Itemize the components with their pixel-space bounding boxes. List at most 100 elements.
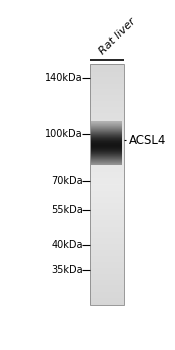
Bar: [90, 258, 124, 259]
Bar: [90, 144, 124, 145]
Bar: [90, 156, 124, 157]
Bar: [90, 279, 124, 280]
Bar: [90, 95, 124, 96]
Bar: [90, 240, 124, 241]
Bar: [90, 251, 124, 252]
Bar: [90, 82, 124, 83]
Bar: [90, 169, 124, 170]
Bar: [90, 92, 124, 93]
Bar: [90, 89, 124, 90]
Bar: [90, 247, 124, 248]
Bar: [90, 104, 124, 105]
Bar: [90, 233, 124, 234]
Bar: [90, 212, 124, 213]
Bar: [90, 102, 124, 103]
Bar: [90, 90, 124, 91]
Bar: [90, 274, 124, 275]
Bar: [90, 255, 124, 256]
Bar: [90, 242, 124, 243]
Bar: [90, 74, 124, 75]
Bar: [90, 262, 124, 263]
Bar: [90, 250, 124, 251]
Bar: [90, 64, 124, 305]
Bar: [90, 208, 124, 209]
Bar: [90, 80, 124, 81]
Bar: [90, 298, 124, 299]
Bar: [90, 257, 124, 258]
Bar: [90, 136, 124, 137]
Bar: [90, 88, 124, 89]
Bar: [90, 296, 124, 297]
Bar: [90, 64, 124, 65]
Bar: [90, 253, 124, 254]
Bar: [90, 280, 124, 281]
Bar: [90, 79, 124, 80]
Bar: [90, 199, 124, 200]
Bar: [90, 244, 124, 245]
Bar: [90, 180, 124, 181]
Bar: [90, 168, 124, 169]
Bar: [90, 138, 124, 139]
Bar: [90, 65, 124, 66]
Text: 140kDa: 140kDa: [45, 74, 83, 83]
Bar: [90, 252, 124, 253]
Bar: [90, 68, 124, 69]
Bar: [90, 157, 124, 158]
Bar: [90, 261, 124, 262]
Bar: [90, 194, 124, 195]
Bar: [90, 295, 124, 296]
Bar: [90, 217, 124, 218]
Bar: [90, 76, 124, 77]
Bar: [90, 184, 124, 185]
Bar: [90, 265, 124, 266]
Bar: [90, 78, 124, 79]
Bar: [90, 225, 124, 226]
Bar: [90, 94, 124, 95]
Bar: [90, 72, 124, 73]
Bar: [90, 143, 124, 144]
Bar: [90, 110, 124, 111]
Bar: [90, 182, 124, 183]
Bar: [90, 198, 124, 199]
Bar: [90, 106, 124, 107]
Bar: [90, 83, 124, 84]
Bar: [90, 152, 124, 153]
Bar: [90, 107, 124, 108]
Bar: [90, 231, 124, 232]
Bar: [90, 303, 124, 304]
Bar: [90, 263, 124, 264]
Bar: [90, 241, 124, 242]
Bar: [90, 99, 124, 100]
Bar: [90, 122, 124, 123]
Bar: [90, 85, 124, 86]
Bar: [90, 234, 124, 235]
Bar: [90, 270, 124, 271]
Bar: [90, 236, 124, 237]
Bar: [90, 281, 124, 282]
Bar: [90, 167, 124, 168]
Bar: [90, 130, 124, 131]
Bar: [90, 105, 124, 106]
Bar: [90, 282, 124, 283]
Bar: [90, 275, 124, 276]
Bar: [90, 203, 124, 204]
Bar: [90, 291, 124, 292]
Bar: [90, 162, 124, 163]
Text: Rat liver: Rat liver: [97, 16, 137, 56]
Bar: [90, 160, 124, 161]
Bar: [90, 278, 124, 279]
Bar: [90, 197, 124, 198]
Bar: [90, 133, 124, 134]
Bar: [90, 164, 124, 165]
Bar: [90, 245, 124, 246]
Bar: [90, 186, 124, 187]
Bar: [90, 179, 124, 180]
Bar: [90, 276, 124, 278]
Bar: [90, 209, 124, 210]
Bar: [90, 66, 124, 67]
Bar: [90, 268, 124, 270]
Bar: [90, 301, 124, 302]
Bar: [90, 210, 124, 211]
Bar: [90, 214, 124, 215]
Bar: [90, 139, 124, 140]
